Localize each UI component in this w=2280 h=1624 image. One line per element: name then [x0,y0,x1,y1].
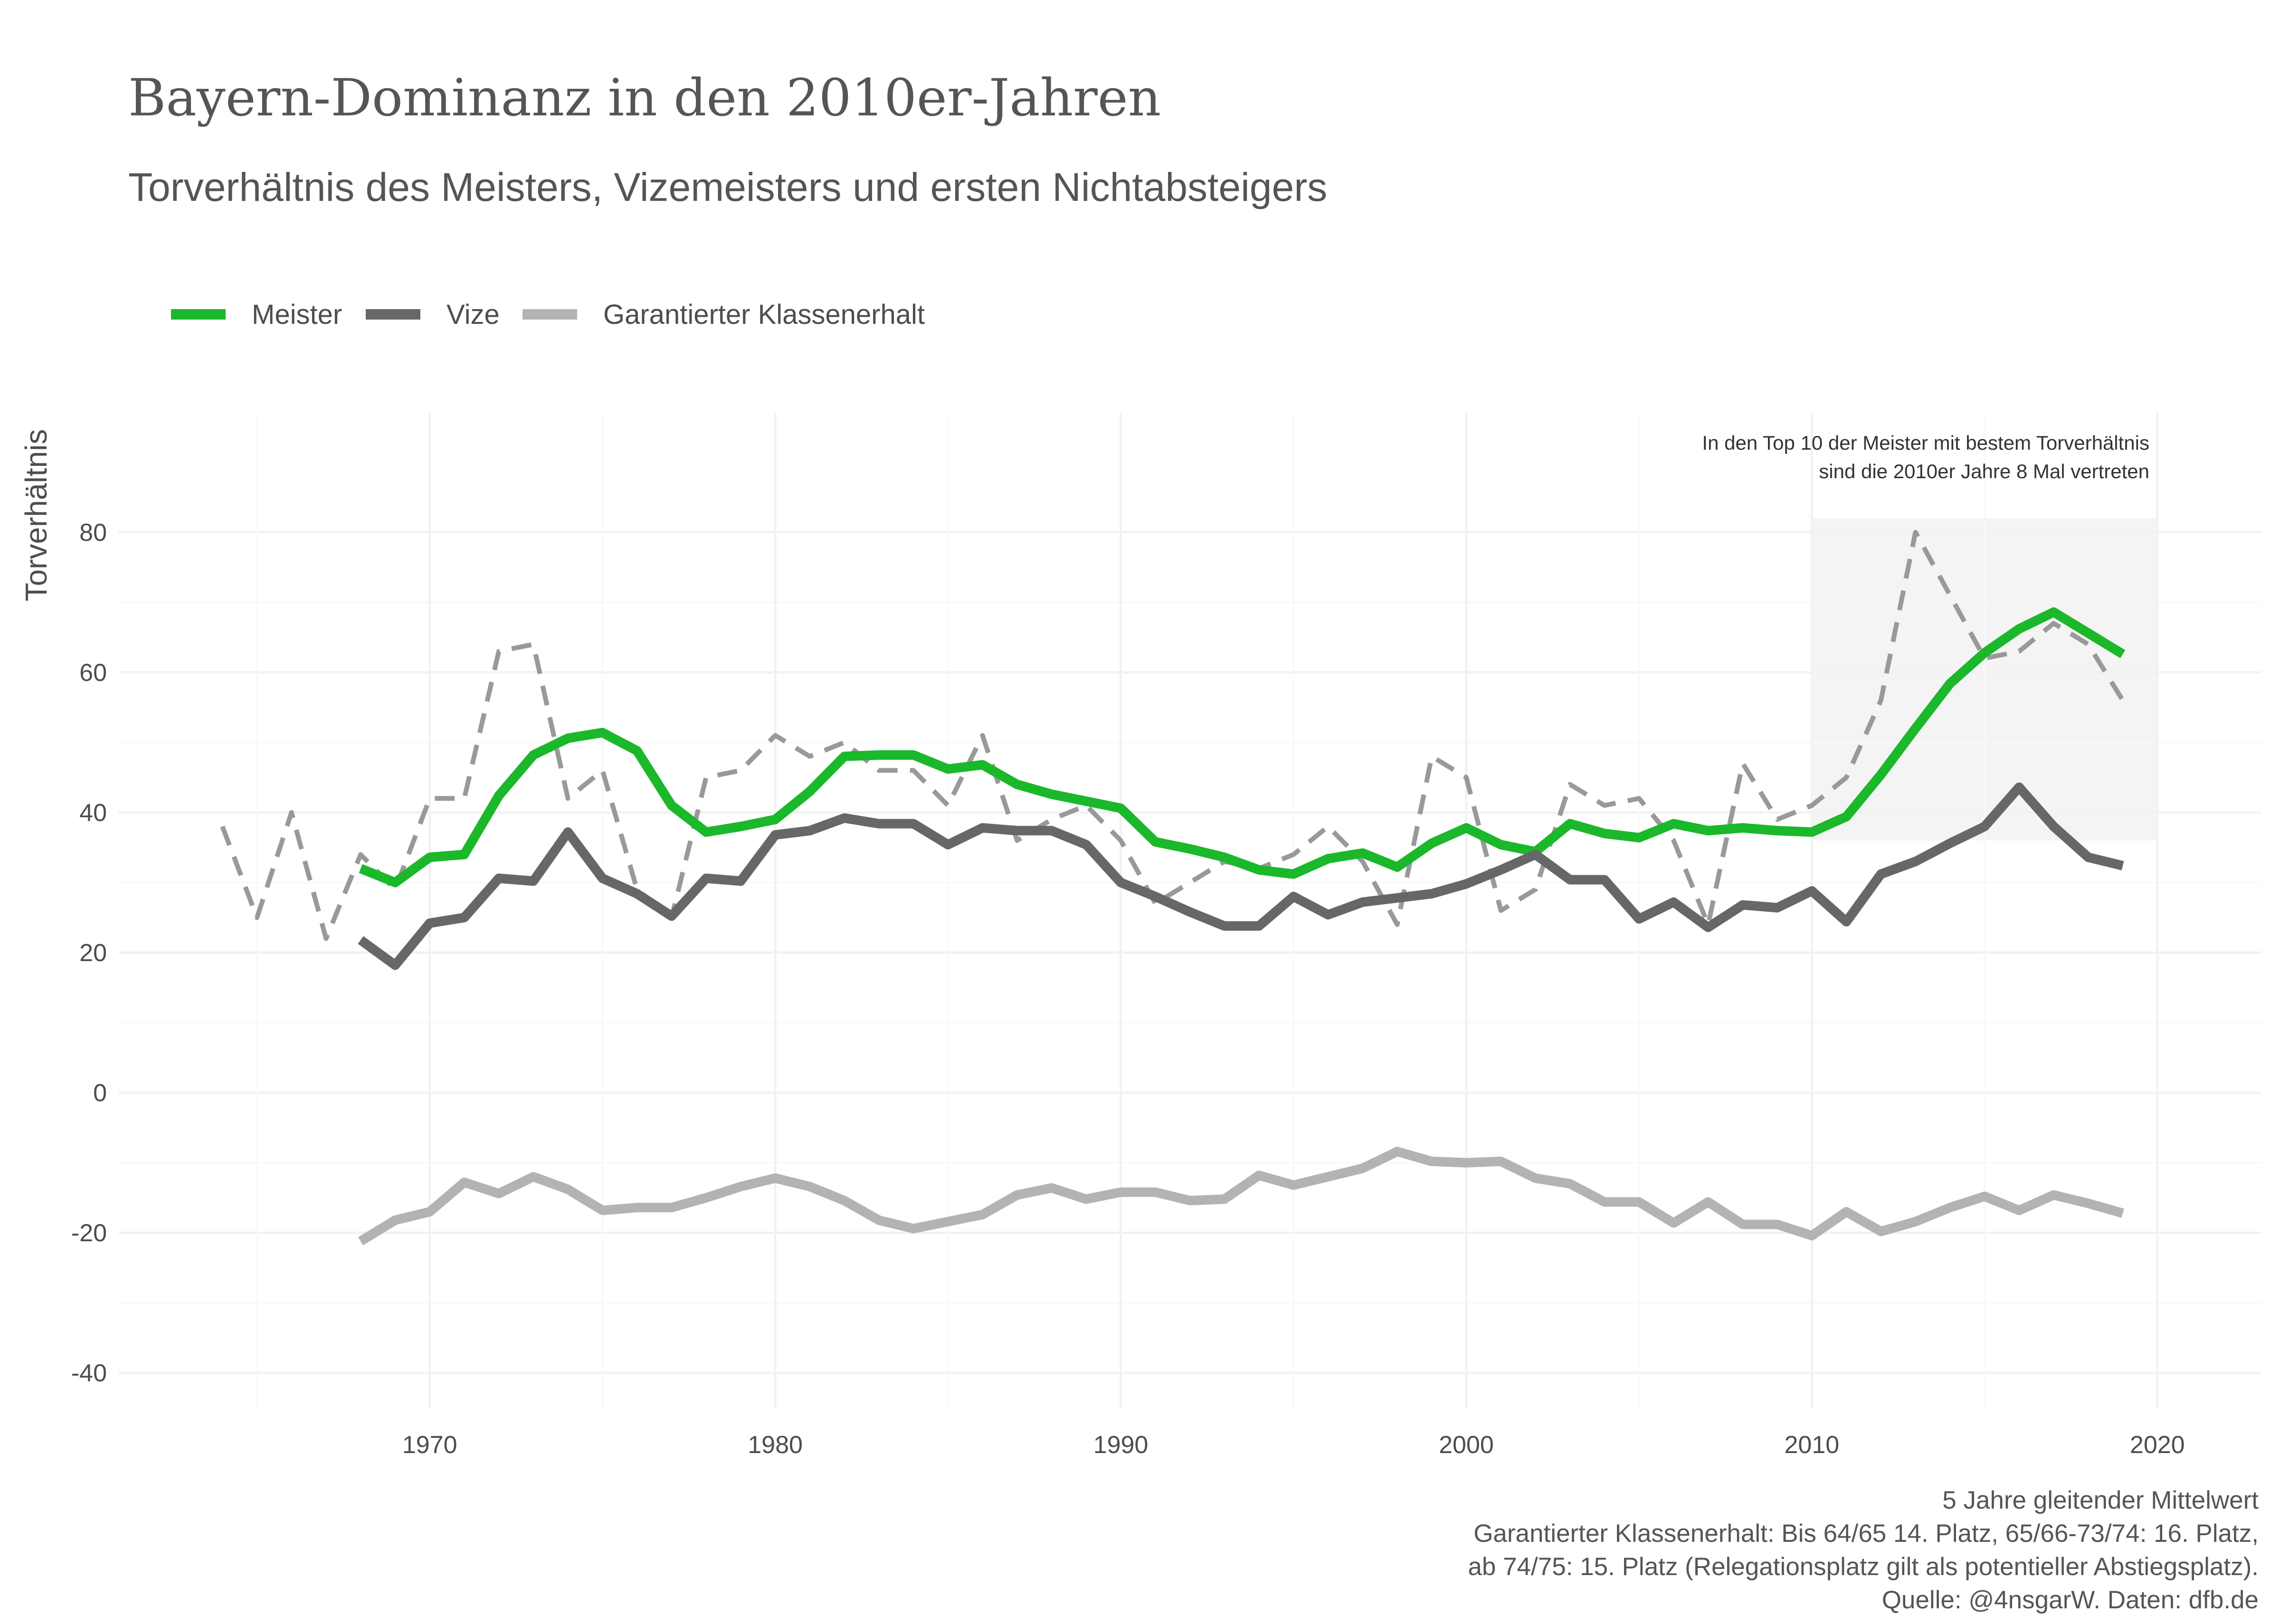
y-tick-label: 40 [79,799,107,827]
caption-line-1: 5 Jahre gleitender Mittelwert [1942,1486,2259,1514]
x-tick-label: 2000 [1439,1431,1494,1459]
y-tick-label: 0 [93,1079,107,1107]
caption-line-3: ab 74/75: 15. Platz (Relegationsplatz gi… [1468,1553,2259,1581]
legend-label: Meister [252,299,342,330]
legend-label: Vize [446,299,500,330]
series-line-0 [359,607,2126,888]
caption-line-4: Quelle: @4nsgarW. Daten: dfb.de [1882,1586,2259,1614]
x-tick-label: 1980 [748,1431,803,1459]
chart-title: Bayern-Dominanz in den 2010er-Jahren [128,68,1161,128]
series-layer [220,529,2126,1246]
y-axis: -40 -20 0 20 40 60 80 [71,519,107,1387]
legend-label: Garantierter Klassenerhalt [603,299,925,330]
y-tick-label: 60 [79,659,107,687]
series-line-2 [358,1147,2124,1246]
series-line-1 [358,782,2124,970]
annotation-line-2: sind die 2010er Jahre 8 Mal vertreten [1819,460,2149,482]
chart-subtitle: Torverhältnis des Meisters, Vizemeisters… [128,165,1327,209]
y-tick-label: -40 [71,1360,107,1387]
y-axis-title: Torverhältnis [19,429,53,602]
x-tick-label: 1990 [1093,1431,1149,1459]
y-tick-label: 80 [79,519,107,547]
x-tick-label: 1970 [402,1431,457,1459]
x-tick-label: 2020 [2130,1431,2185,1459]
y-tick-label: 20 [79,939,107,967]
y-tick-label: -20 [71,1219,107,1247]
series-line-3 [220,529,2125,941]
x-axis: 1970 1980 1990 2000 2010 2020 [402,1431,2185,1459]
caption-line-2: Garantierter Klassenerhalt: Bis 64/65 14… [1473,1520,2259,1548]
legend: Meister Vize Garantierter Klassenerhalt [171,299,925,330]
grid [119,413,2261,1408]
annotation-line-1: In den Top 10 der Meister mit bestem Tor… [1702,432,2149,454]
x-tick-label: 2010 [1785,1431,1840,1459]
